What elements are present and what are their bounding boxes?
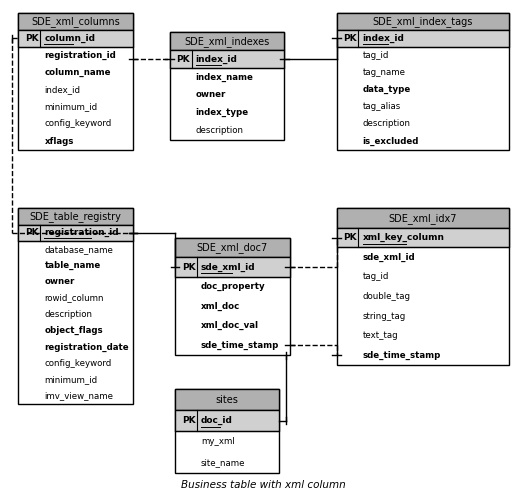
Bar	[337, 208, 509, 228]
Text: site_name: site_name	[201, 458, 246, 467]
Text: SDE_table_registry: SDE_table_registry	[30, 211, 122, 222]
Text: description: description	[44, 310, 93, 319]
Text: is_excluded: is_excluded	[363, 137, 419, 146]
Text: table_name: table_name	[44, 261, 101, 270]
Text: xml_key_column: xml_key_column	[363, 233, 445, 242]
Bar	[18, 208, 133, 225]
Text: sde_xml_id: sde_xml_id	[363, 253, 415, 262]
Text: registration_date: registration_date	[44, 343, 129, 351]
Text: index_type: index_type	[196, 108, 249, 117]
Text: minimum_id: minimum_id	[44, 375, 97, 384]
Text: index_name: index_name	[196, 72, 253, 82]
Text: PK: PK	[343, 233, 357, 242]
Bar	[18, 12, 133, 149]
Bar	[175, 390, 279, 473]
Text: PK: PK	[25, 228, 39, 237]
Text: sde_xml_id: sde_xml_id	[201, 262, 256, 272]
Text: tag_alias: tag_alias	[363, 102, 401, 111]
Text: double_tag: double_tag	[363, 292, 411, 301]
Bar	[175, 390, 279, 410]
Text: SDE_xml_columns: SDE_xml_columns	[32, 16, 120, 27]
Text: PK: PK	[182, 262, 196, 272]
Text: SDE_xml_doc7: SDE_xml_doc7	[197, 242, 268, 253]
Text: SDE_xml_idx7: SDE_xml_idx7	[388, 213, 457, 224]
Text: registration_id: registration_id	[44, 228, 119, 238]
Text: index_id: index_id	[196, 54, 238, 64]
Text: PK: PK	[177, 54, 190, 63]
Text: rowid_column: rowid_column	[44, 294, 104, 302]
Text: PK: PK	[182, 416, 196, 425]
Text: PK: PK	[343, 34, 357, 43]
Text: imv_view_name: imv_view_name	[44, 392, 113, 400]
Text: xml_doc: xml_doc	[201, 301, 240, 311]
Bar	[18, 225, 133, 241]
Text: sde_time_stamp: sde_time_stamp	[363, 350, 441, 360]
Text: my_xml: my_xml	[201, 437, 235, 446]
Text: string_tag: string_tag	[363, 311, 406, 321]
Text: index_id: index_id	[44, 85, 81, 94]
Bar	[337, 208, 509, 365]
Bar	[18, 30, 133, 47]
Text: PK: PK	[25, 34, 39, 43]
Text: SDE_xml_index_tags: SDE_xml_index_tags	[373, 16, 473, 27]
Bar	[337, 228, 509, 248]
Text: xml_doc_val: xml_doc_val	[201, 321, 259, 330]
Text: text_tag: text_tag	[363, 331, 398, 340]
Text: owner: owner	[196, 91, 226, 99]
Text: description: description	[363, 119, 411, 128]
Text: sites: sites	[216, 395, 238, 405]
Text: database_name: database_name	[44, 245, 113, 253]
Text: xflags: xflags	[44, 137, 74, 146]
Bar	[170, 50, 285, 68]
Text: column_id: column_id	[44, 34, 95, 43]
Bar	[175, 410, 279, 431]
Text: config_keyword: config_keyword	[44, 359, 112, 368]
Bar	[175, 257, 289, 277]
Text: description: description	[196, 126, 243, 135]
Bar	[337, 30, 509, 47]
Text: sde_time_stamp: sde_time_stamp	[201, 341, 279, 350]
Text: doc_id: doc_id	[201, 416, 233, 425]
Bar	[170, 32, 285, 140]
Bar	[175, 238, 289, 355]
Text: data_type: data_type	[363, 85, 411, 94]
Bar	[18, 12, 133, 30]
Text: owner: owner	[44, 277, 75, 286]
Text: Business table with xml column: Business table with xml column	[181, 480, 346, 490]
Text: index_id: index_id	[363, 34, 404, 43]
Text: doc_property: doc_property	[201, 282, 266, 291]
Text: column_name: column_name	[44, 68, 111, 77]
Bar	[175, 238, 289, 257]
Bar	[337, 12, 509, 30]
Text: tag_id: tag_id	[363, 51, 389, 60]
Text: object_flags: object_flags	[44, 326, 103, 335]
Text: registration_id: registration_id	[44, 51, 116, 60]
Text: tag_name: tag_name	[363, 68, 406, 77]
Text: tag_id: tag_id	[363, 272, 389, 281]
Text: SDE_xml_indexes: SDE_xml_indexes	[184, 36, 270, 47]
Bar	[18, 208, 133, 404]
Text: config_keyword: config_keyword	[44, 119, 112, 128]
Bar	[337, 12, 509, 149]
Text: minimum_id: minimum_id	[44, 102, 97, 111]
Bar	[170, 32, 285, 50]
